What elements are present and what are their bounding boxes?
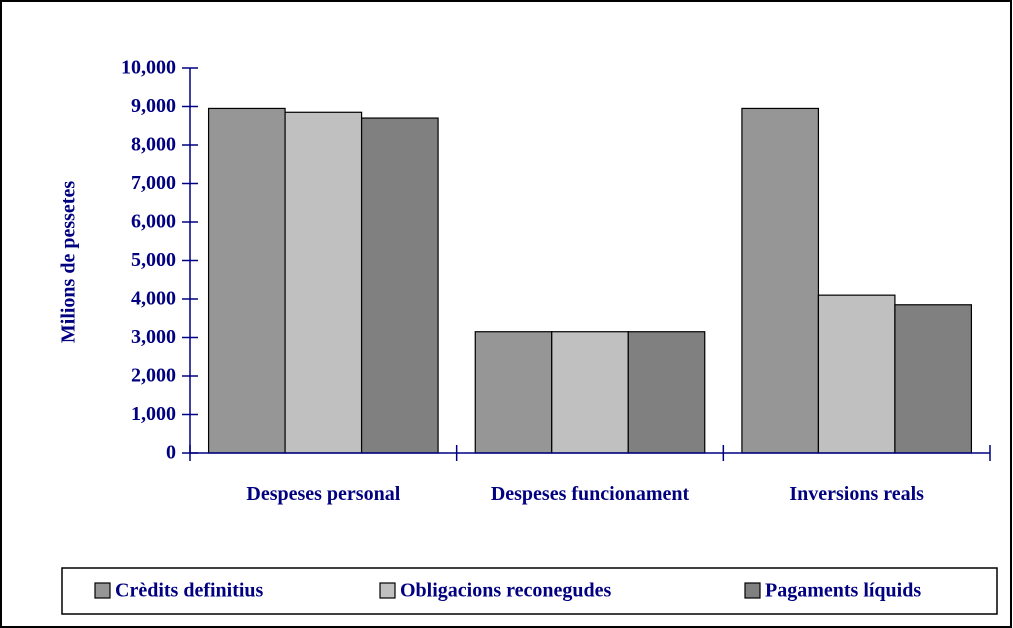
y-tick-label: 0 xyxy=(166,442,176,464)
legend-swatch xyxy=(379,582,396,599)
bar xyxy=(741,107,820,454)
y-tick-label: 5,000 xyxy=(131,249,176,271)
bar xyxy=(894,304,973,454)
bar xyxy=(360,117,439,454)
y-tick-label: 1,000 xyxy=(131,403,176,425)
bar xyxy=(817,294,896,454)
y-axis-title: Milions de pessetes xyxy=(58,181,80,343)
y-tick-label: 2,000 xyxy=(131,365,176,387)
legend-label: Pagaments líquids xyxy=(765,580,921,602)
bar xyxy=(474,331,553,454)
y-tick-label: 3,000 xyxy=(131,326,176,348)
y-tick-label: 8,000 xyxy=(131,134,176,156)
y-tick-label: 4,000 xyxy=(131,288,176,310)
bar xyxy=(207,107,286,454)
bar xyxy=(551,331,629,454)
y-tick-label: 7,000 xyxy=(131,172,176,194)
bar xyxy=(284,111,363,454)
x-tick-label: Inversions reals xyxy=(789,483,924,505)
legend-box xyxy=(61,567,998,615)
legend-label: Obligacions reconegudes xyxy=(400,580,612,602)
x-tick-label: Despeses funcionament xyxy=(490,483,690,505)
legend-label: Crèdits definitius xyxy=(115,580,264,602)
legend-swatch xyxy=(744,582,761,599)
legend-swatch xyxy=(94,582,111,599)
y-tick-label: 9,000 xyxy=(131,95,176,117)
y-tick-label: 10,000 xyxy=(121,57,176,79)
x-tick-label: Despeses personal xyxy=(246,483,401,505)
y-tick-label: 6,000 xyxy=(131,211,176,233)
bar xyxy=(627,331,706,454)
